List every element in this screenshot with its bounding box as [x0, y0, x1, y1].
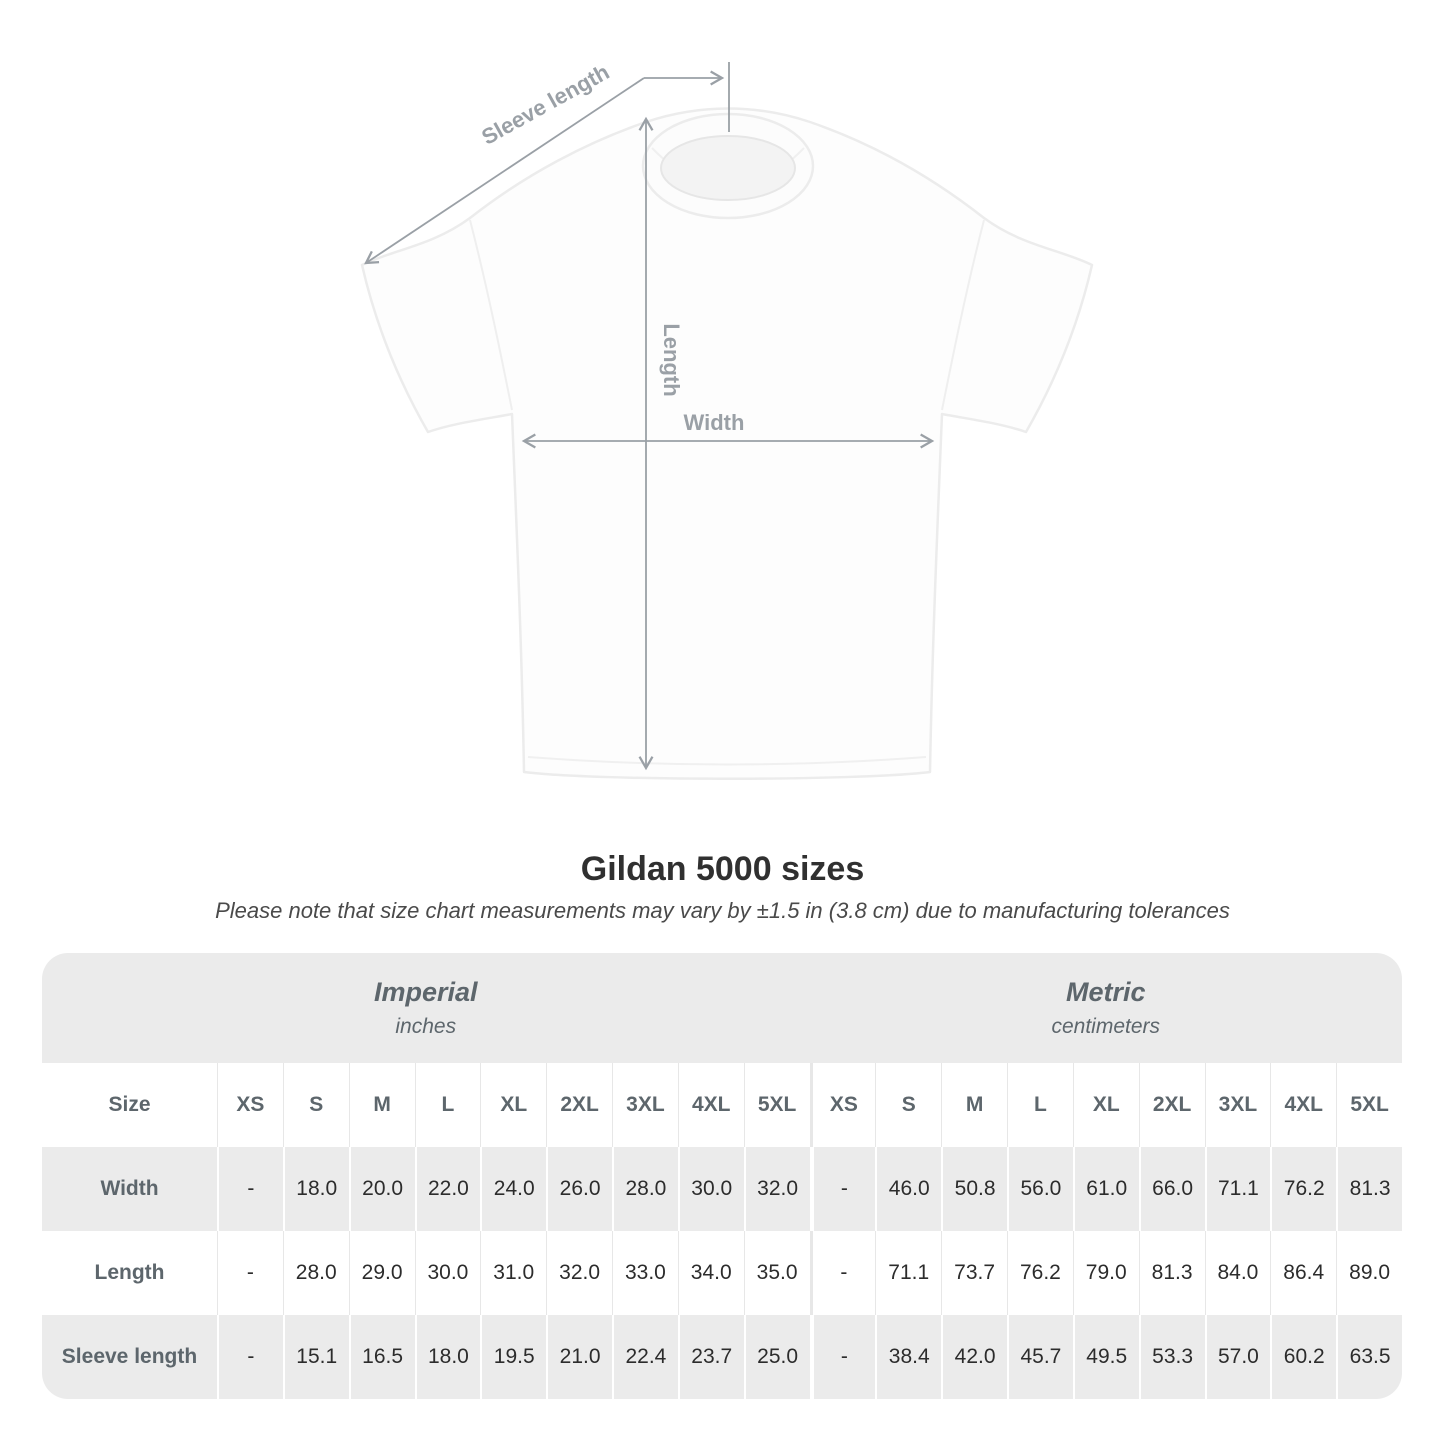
tshirt-measurement-diagram: Sleeve length Length Width [360, 59, 1094, 780]
col-header: XS [809, 1063, 876, 1147]
cell-value: 18.0 [414, 1315, 481, 1399]
cell-value: 32.0 [546, 1231, 612, 1315]
col-header: 2XL [1138, 1063, 1205, 1147]
cell-value: 22.0 [414, 1147, 481, 1231]
col-header: XS [217, 1063, 283, 1147]
cell-value: 71.1 [875, 1231, 942, 1315]
cell-value: 24.0 [480, 1147, 547, 1231]
cell-value: - [217, 1231, 283, 1315]
cell-value: 53.3 [1138, 1315, 1205, 1399]
cell-value: 33.0 [612, 1231, 678, 1315]
col-header: XL [480, 1063, 547, 1147]
cell-value: 61.0 [1072, 1147, 1139, 1231]
tshirt-graphic [360, 107, 1094, 780]
left-sleeve-seam [469, 219, 513, 411]
row-label: Width [42, 1147, 217, 1231]
cell-value: 30.0 [414, 1231, 481, 1315]
cell-value: 73.7 [941, 1231, 1007, 1315]
imperial-unit: inches [395, 1015, 457, 1038]
size-table: Imperial inches Metric centimeters Size … [42, 953, 1402, 1399]
metric-title: Metric [1065, 977, 1146, 1007]
size-col-header: Size [42, 1063, 217, 1147]
cell-value: 81.3 [1336, 1147, 1402, 1231]
cell-value: 21.0 [546, 1315, 612, 1399]
cell-value: 34.0 [677, 1231, 744, 1315]
col-header: XL [1072, 1063, 1139, 1147]
cell-value: 81.3 [1138, 1231, 1205, 1315]
right-sleeve-seam [941, 219, 985, 411]
col-header: 5XL [743, 1063, 810, 1147]
col-header: 3XL [612, 1063, 678, 1147]
cell-value: 19.5 [480, 1315, 547, 1399]
col-header: S [282, 1063, 349, 1147]
row-label: Length [42, 1231, 217, 1315]
metric-section-header: Metric centimeters [809, 953, 1402, 1063]
cell-value: 49.5 [1072, 1315, 1139, 1399]
cell-value: 25.0 [743, 1315, 810, 1399]
imperial-title: Imperial [373, 977, 478, 1007]
cell-value: 66.0 [1138, 1147, 1205, 1231]
cell-value: 46.0 [875, 1147, 942, 1231]
col-header: 5XL [1336, 1063, 1402, 1147]
cell-value: - [217, 1147, 283, 1231]
cell-value: 32.0 [743, 1147, 810, 1231]
cell-value: 76.2 [1007, 1231, 1073, 1315]
col-header: L [1007, 1063, 1073, 1147]
cell-value: 22.4 [612, 1315, 678, 1399]
cell-value: 38.4 [875, 1315, 942, 1399]
col-header: 3XL [1204, 1063, 1271, 1147]
sleeve-length-arrow-diagonal [364, 77, 645, 265]
length-label: Length [659, 323, 684, 396]
cell-value: 28.0 [282, 1231, 349, 1315]
cell-value: 28.0 [612, 1147, 678, 1231]
cell-value: 30.0 [677, 1147, 744, 1231]
cell-value: 42.0 [941, 1315, 1007, 1399]
width-label: Width [684, 410, 745, 435]
col-header: M [348, 1063, 415, 1147]
metric-unit: centimeters [1051, 1015, 1161, 1038]
cell-value: - [809, 1315, 876, 1399]
cell-value: - [809, 1231, 876, 1315]
cell-value: 26.0 [546, 1147, 612, 1231]
cell-value: 71.1 [1204, 1147, 1271, 1231]
cell-value: 18.0 [282, 1147, 349, 1231]
tolerance-note: Please note that size chart measurements… [215, 898, 1230, 923]
cell-value: 76.2 [1270, 1147, 1337, 1231]
cell-value: 15.1 [282, 1315, 349, 1399]
cell-value: 29.0 [348, 1231, 415, 1315]
cell-value: 84.0 [1204, 1231, 1271, 1315]
row-label: Sleeve length [42, 1315, 217, 1399]
col-header: 4XL [1270, 1063, 1337, 1147]
cell-value: 20.0 [348, 1147, 415, 1231]
cell-value: 23.7 [677, 1315, 744, 1399]
col-header: 4XL [677, 1063, 744, 1147]
cell-value: 35.0 [743, 1231, 810, 1315]
cell-value: - [217, 1315, 283, 1399]
cell-value: 16.5 [348, 1315, 415, 1399]
cell-value: 60.2 [1270, 1315, 1337, 1399]
cell-value: 50.8 [941, 1147, 1007, 1231]
cell-value: 57.0 [1204, 1315, 1271, 1399]
imperial-section-header: Imperial inches [42, 953, 810, 1063]
cell-value: 86.4 [1270, 1231, 1337, 1315]
col-header: M [941, 1063, 1007, 1147]
col-header: 2XL [546, 1063, 612, 1147]
cell-value: 79.0 [1072, 1231, 1139, 1315]
cell-value: 89.0 [1336, 1231, 1402, 1315]
measurement-arrows [364, 62, 935, 771]
col-header: S [875, 1063, 942, 1147]
cell-value: 45.7 [1007, 1315, 1073, 1399]
col-header: L [414, 1063, 481, 1147]
hem-seam [527, 756, 927, 766]
collar-opening [660, 135, 796, 201]
page-title: Gildan 5000 sizes [580, 850, 865, 888]
cell-value: 56.0 [1007, 1147, 1073, 1231]
cell-value: - [809, 1147, 876, 1231]
cell-value: 63.5 [1336, 1315, 1402, 1399]
cell-value: 31.0 [480, 1231, 547, 1315]
sleeve-length-label: Sleeve length [477, 59, 613, 150]
